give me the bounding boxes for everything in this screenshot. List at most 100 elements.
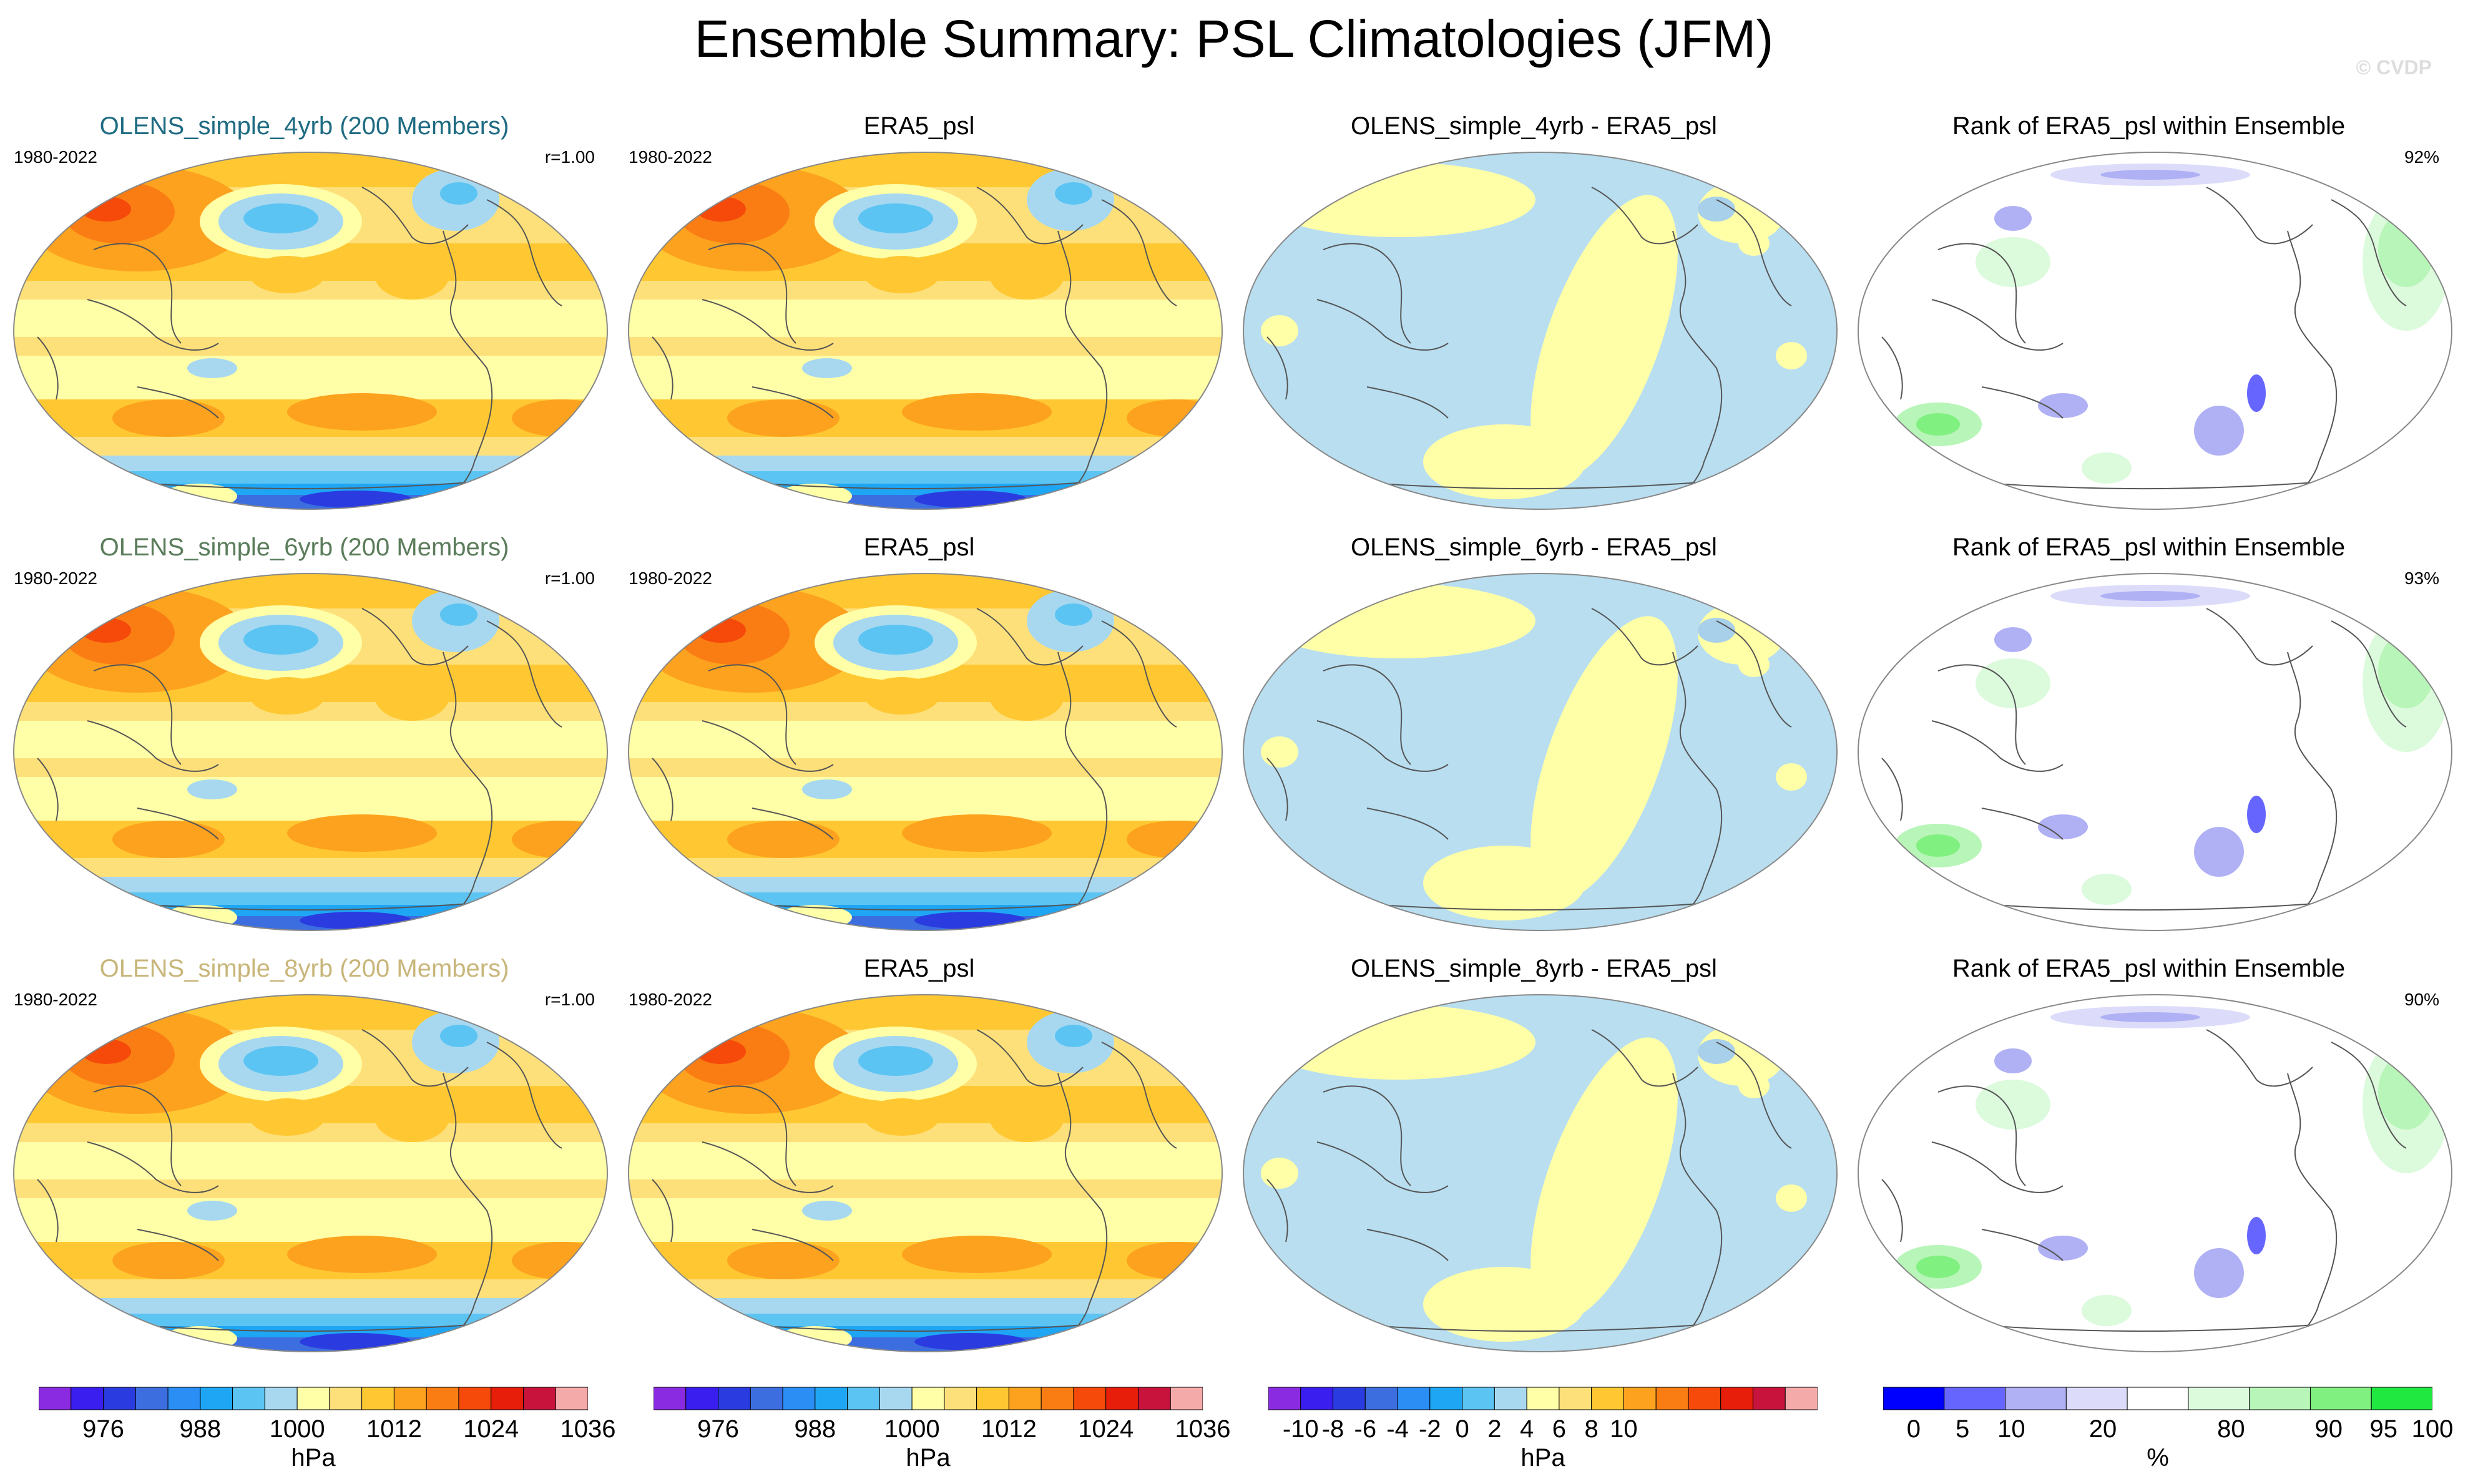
colorbar-swatch bbox=[264, 1387, 298, 1410]
panel-title: Rank of ERA5_psl within Ensemble bbox=[1952, 955, 2346, 982]
coastline-3 bbox=[1591, 187, 1698, 245]
southern-low-a bbox=[50, 480, 125, 500]
indian-high bbox=[112, 399, 225, 437]
coastline-1 bbox=[1323, 1085, 1411, 1186]
coastline-4 bbox=[486, 620, 562, 728]
rank-high-d bbox=[2378, 633, 2434, 708]
colorbar-tick-label: 80 bbox=[2217, 1415, 2245, 1443]
rank-low-d bbox=[1994, 627, 2032, 652]
psl-band-north bbox=[629, 574, 1222, 608]
icelandic-core bbox=[1055, 182, 1092, 205]
colorbar-swatch bbox=[135, 1387, 169, 1410]
coastline-4 bbox=[1716, 199, 1792, 306]
map-diff-r1 bbox=[1243, 152, 1838, 510]
colorbar-ticks: -10 -8 -6 -4 -2 0 2 4 6 8 10 bbox=[1268, 1415, 1818, 1443]
globe-outline bbox=[1858, 152, 2452, 510]
diff-neg-ne bbox=[1698, 197, 1735, 222]
colorbar-swatch bbox=[782, 1387, 816, 1410]
s-atl-high bbox=[512, 821, 607, 858]
southern-low-a bbox=[50, 1322, 125, 1342]
coastline-0 bbox=[1057, 1073, 1108, 1342]
rank-low-b bbox=[2194, 1248, 2244, 1298]
coastline-1 bbox=[1323, 664, 1411, 765]
maritime-low bbox=[187, 1201, 237, 1221]
colorbar-swatch bbox=[329, 1387, 363, 1410]
coastline-3 bbox=[976, 608, 1084, 666]
maritime-low bbox=[802, 1201, 852, 1221]
colorbar-swatch bbox=[1333, 1387, 1366, 1410]
colorbar-3: -10 -8 -6 -4 -2 0 2 4 6 8 10 hPa bbox=[1268, 1387, 1818, 1480]
coastline-0 bbox=[1672, 230, 1723, 500]
rank-high-d bbox=[2378, 1055, 2434, 1130]
colorbar-unit: hPa bbox=[291, 1444, 336, 1472]
coastline-0 bbox=[1057, 652, 1108, 921]
colorbar-swatch bbox=[1752, 1387, 1786, 1410]
rank-low-a bbox=[2038, 393, 2088, 418]
coastline-0 bbox=[2287, 652, 2338, 921]
map-rank-r2 bbox=[1858, 573, 2452, 931]
panel-ensemble-r2: OLENS_simple_6yrb (200 Members) 1980-2022… bbox=[0, 534, 609, 933]
aleutian-core bbox=[858, 203, 933, 233]
colorbar-swatch bbox=[750, 1387, 783, 1410]
colorbar-tick-label: 1012 bbox=[366, 1415, 422, 1443]
coastline-6 bbox=[1881, 336, 1903, 400]
psl-band-north bbox=[14, 574, 607, 608]
coastline-5 bbox=[1366, 386, 1449, 419]
n-pac-high bbox=[250, 1098, 325, 1136]
panel-difference-r2: OLENS_simple_6yrb - ERA5_psl bbox=[1230, 534, 1838, 933]
colorbar-tick-label: 1000 bbox=[884, 1415, 940, 1443]
rank-base bbox=[1858, 152, 2452, 509]
panel-map bbox=[1242, 992, 1838, 1354]
colorbar-swatch bbox=[1429, 1387, 1463, 1410]
colorbar-tick-label: -4 bbox=[1386, 1415, 1409, 1443]
panel-map bbox=[12, 571, 609, 933]
colorbar-swatch bbox=[1494, 1387, 1527, 1410]
coastline-3 bbox=[2206, 187, 2313, 245]
s-pac-high bbox=[902, 393, 1052, 431]
colorbar-swatch bbox=[1008, 1387, 1042, 1410]
coastline-5 bbox=[137, 386, 219, 419]
colorbar-tick-label: 8 bbox=[1584, 1415, 1599, 1443]
s-atl-high bbox=[1127, 399, 1222, 437]
map-diff-r2 bbox=[1243, 573, 1838, 931]
aleutian-core bbox=[243, 203, 318, 233]
coastline-5 bbox=[1981, 386, 2064, 419]
southern-low-a bbox=[665, 480, 740, 500]
colorbar-swatch bbox=[1559, 1387, 1592, 1410]
colorbar-swatch bbox=[522, 1387, 556, 1410]
panel-map bbox=[627, 992, 1223, 1354]
psl-band-40s bbox=[629, 437, 1222, 456]
rank-low-d bbox=[1994, 206, 2032, 231]
siberian-peak bbox=[696, 618, 746, 643]
azores-high bbox=[989, 1092, 1064, 1142]
psl-band-55s bbox=[629, 1314, 1222, 1326]
colorbar-ticks: 976 988 1000 1012 1024 1036 bbox=[654, 1415, 1230, 1443]
psl-band-north bbox=[14, 152, 607, 187]
southern-low-a bbox=[665, 1322, 740, 1342]
coastline-1 bbox=[93, 1085, 182, 1186]
coastline-4 bbox=[2331, 620, 2407, 728]
diff-pos-small bbox=[1738, 652, 1770, 677]
panel-rank-r3: Rank of ERA5_psl within Ensemble 90% bbox=[1844, 955, 2453, 1354]
panel-observation-r3: ERA5_psl 1980-2022 bbox=[615, 955, 1223, 1354]
diff-pos-south bbox=[1423, 1267, 1585, 1342]
colorbar-swatch bbox=[685, 1387, 719, 1410]
s-pac-high bbox=[287, 814, 437, 852]
globe-outline bbox=[1858, 994, 2452, 1352]
colorbar-tick-label: 5 bbox=[1955, 1415, 1970, 1443]
coastline-2 bbox=[1931, 720, 2064, 772]
psl-band-eq bbox=[629, 758, 1222, 777]
panel-correlation: r=1.00 bbox=[544, 147, 595, 167]
diff-pos-atlantic bbox=[1530, 195, 1678, 479]
colorbar-tick-label: 1012 bbox=[981, 1415, 1037, 1443]
colorbar-tick-label: -2 bbox=[1419, 1415, 1441, 1443]
coastline-0 bbox=[2287, 1073, 2338, 1342]
globe-outline bbox=[1243, 573, 1838, 931]
aleutian-core bbox=[858, 625, 933, 655]
icelandic-core bbox=[440, 1025, 477, 1047]
diff-pos-west bbox=[1261, 736, 1298, 768]
s-pac-high bbox=[902, 814, 1052, 852]
panel-title: ERA5_psl bbox=[863, 112, 975, 140]
psl-band-55s bbox=[14, 892, 607, 905]
aleutian-core bbox=[243, 625, 318, 655]
